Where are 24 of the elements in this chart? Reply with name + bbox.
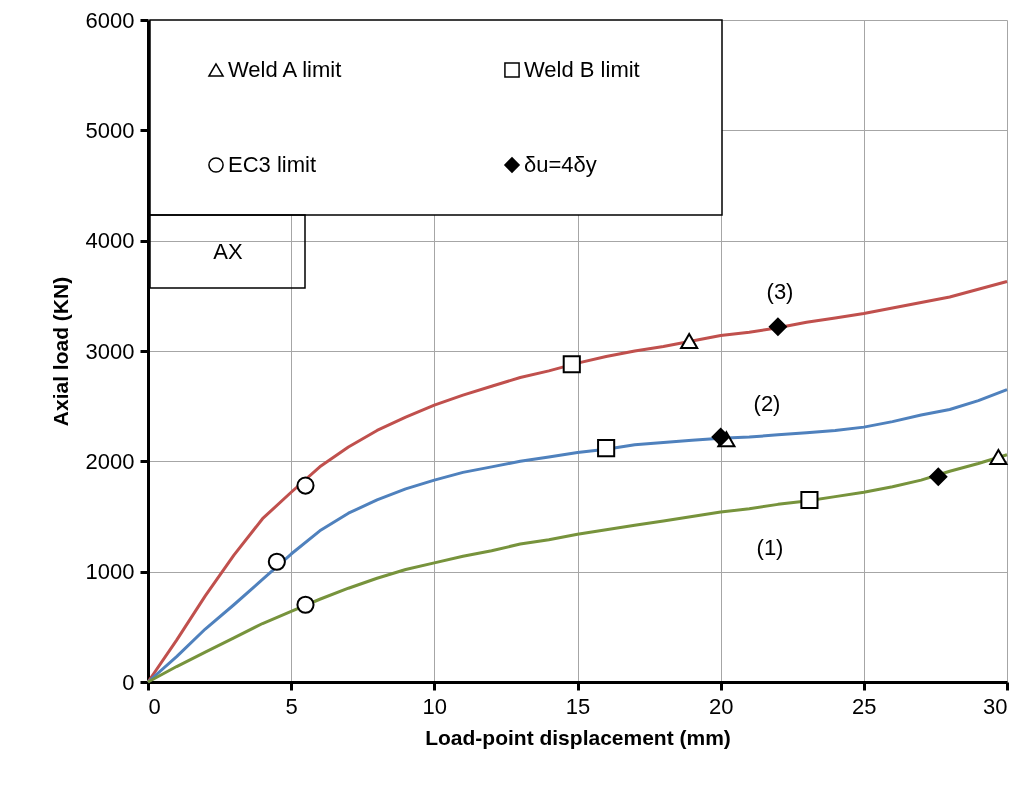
y-tick-label: 2000 — [85, 448, 135, 474]
y-axis-title: Axial load (KN) — [48, 276, 72, 427]
annotation: AX — [213, 239, 243, 264]
legend-label: δu=4δy — [524, 152, 597, 177]
x-tick-label: 0 — [148, 693, 161, 719]
x-tick-label: 10 — [422, 693, 448, 719]
x-tick-label: 20 — [708, 693, 734, 719]
annotation: (3) — [766, 279, 794, 304]
x-tick-label: 25 — [852, 693, 877, 719]
x-tick-label: 30 — [983, 693, 1008, 719]
annotation: (2) — [753, 391, 781, 416]
y-tick-label: 0 — [122, 669, 135, 695]
legend-label: EC3 limit — [228, 152, 317, 177]
x-axis-title: Load-point displacement (mm) — [425, 725, 731, 749]
y-tick-label: 1000 — [85, 559, 135, 585]
legend-label: Weld B limit — [524, 57, 640, 82]
x-tick-label: 5 — [285, 693, 298, 719]
y-tick-label: 4000 — [85, 228, 135, 254]
annotation: (1) — [756, 535, 784, 560]
x-tick-label: 15 — [565, 693, 591, 719]
legend-label: Weld A limit — [228, 57, 342, 82]
y-tick-label: 5000 — [85, 117, 135, 143]
y-tick-label: 3000 — [85, 338, 135, 364]
y-tick-label: 6000 — [85, 7, 135, 33]
